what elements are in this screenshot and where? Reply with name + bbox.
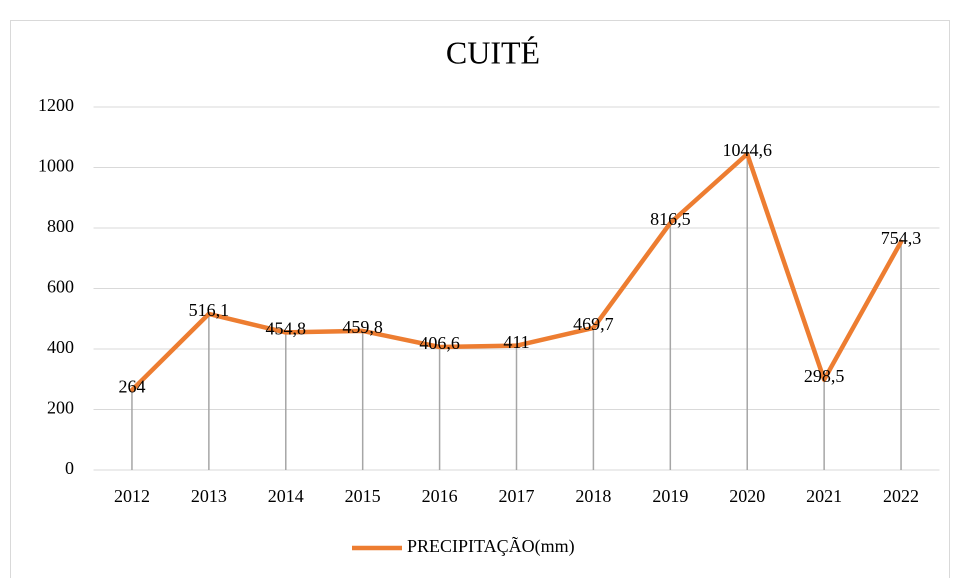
x-tick-label: 2016: [422, 486, 458, 506]
x-tick-label: 2018: [575, 486, 611, 506]
data-label: 264: [118, 376, 145, 396]
y-tick-label: 200: [47, 398, 74, 418]
data-label: 469,7: [573, 314, 614, 334]
series-line: [129, 151, 904, 393]
data-label: 406,6: [419, 333, 460, 353]
x-tick-label: 2013: [191, 486, 227, 506]
data-label: 816,5: [650, 209, 691, 229]
y-tick-label: 1200: [38, 95, 74, 115]
data-label: 454,8: [266, 319, 307, 339]
data-label: 1044,6: [722, 140, 772, 160]
x-tick-label: 2017: [499, 486, 535, 506]
data-label: 754,3: [881, 228, 922, 248]
y-tick-label: 400: [47, 337, 74, 357]
data-label: 411: [503, 332, 529, 352]
x-tick-label: 2020: [729, 486, 765, 506]
chart-title: CUITÉ: [446, 34, 540, 70]
y-tick-label: 1000: [38, 156, 74, 176]
data-label: 459,8: [342, 317, 383, 337]
y-tick-label: 800: [47, 216, 74, 236]
y-tick-label: 600: [47, 277, 74, 297]
y-tick-label: 0: [65, 458, 74, 478]
chart-frame: [10, 20, 950, 578]
x-tick-label: 2019: [652, 486, 688, 506]
x-tick-label: 2022: [883, 486, 919, 506]
x-tick-label: 2012: [114, 486, 150, 506]
data-label: 298,5: [804, 366, 845, 386]
x-tick-label: 2014: [268, 486, 304, 506]
legend-label: PRECIPITAÇÃO(mm): [407, 535, 575, 557]
data-label: 516,1: [189, 300, 230, 320]
x-tick-label: 2015: [345, 486, 381, 506]
x-tick-label: 2021: [806, 486, 842, 506]
